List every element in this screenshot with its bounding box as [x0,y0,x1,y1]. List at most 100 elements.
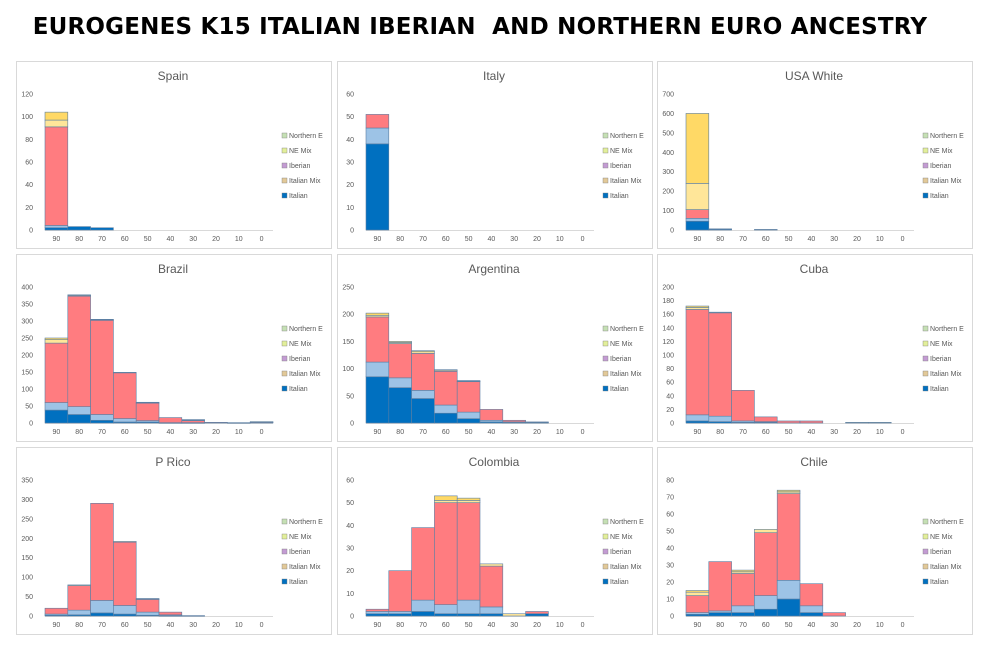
bar-segment-northern-e [181,419,205,421]
bar-segment-northern-e [135,401,160,404]
y-tick-label: 50 [25,404,33,411]
bar-segment-iberian [479,565,504,608]
legend-label: Italian [289,386,308,393]
bar-segment-italian-mix [388,377,412,388]
x-tick-label: 70 [419,236,427,243]
y-tick-label: 0 [29,228,33,235]
y-tick-label: 80 [666,478,674,485]
x-tick-label: 60 [762,622,770,629]
legend-label: Italian [930,579,949,586]
legend-label: NE Mix [930,534,953,541]
bar-segment-northern-e [135,598,160,600]
y-tick-label: 0 [29,614,33,621]
chart-title: Argentina [468,262,520,276]
x-tick-label: 30 [830,429,838,436]
x-tick-label: 40 [488,429,496,436]
x-tick-label: 40 [808,622,816,629]
bar-segment-italian-mix [434,404,458,414]
x-tick-label: 90 [694,429,702,436]
bar-segment-italian [67,226,91,231]
legend-label: Italian [610,193,629,200]
chart-title: Cuba [800,262,829,276]
y-tick-label: 20 [346,568,354,575]
bar-segment-ne-mix [685,591,710,596]
y-tick-label: 60 [25,160,33,167]
x-tick-label: 60 [442,622,450,629]
bar-segment-iberian [44,126,69,226]
legend-swatch [281,563,288,570]
bar-segment-iberian [135,402,160,421]
y-tick-label: 10 [666,597,674,604]
x-tick-label: 70 [98,622,106,629]
legend-label: Iberian [289,549,311,556]
bar-segment-iberian [799,583,824,607]
bar-segment-iberian [434,502,458,605]
x-tick-label: 60 [442,429,450,436]
legend-swatch [922,147,929,154]
y-tick-label: 100 [342,366,354,373]
bar-segment-italian-mix [411,599,435,612]
legend-swatch [922,385,929,392]
legend-swatch [922,563,929,570]
chart-title: Chile [800,455,828,469]
bar-segment-iberian [227,422,251,424]
x-tick-label: 10 [876,236,884,243]
bar-segment-italian [388,387,412,424]
y-tick-label: 70 [666,495,674,502]
y-tick-label: 20 [346,182,354,189]
legend-swatch [922,325,929,332]
bar-segment-iberian [456,381,481,413]
bar-segment-italian-mix [90,414,114,421]
bar-segment-ne-mix [479,563,504,567]
y-tick-label: 50 [346,114,354,121]
bar-segment-ne-mix [249,421,274,423]
bar-segment-iberian [822,612,846,617]
legend-label: Italian Mix [289,371,321,378]
legend-label: NE Mix [610,341,633,348]
bar-segment-ne-mix [502,613,526,617]
legend-label: Italian [610,579,629,586]
bar-segment-northern-e [44,337,69,340]
bar-segment-italian [365,613,390,617]
bar-segment-italian [44,227,69,231]
bar-segment-italian [388,613,412,617]
x-tick-label: 60 [762,429,770,436]
x-tick-label: 70 [98,236,106,243]
x-tick-label: 20 [853,236,861,243]
y-tick-label: 100 [21,114,33,121]
x-tick-label: 10 [876,429,884,436]
bar-segment-italian [456,613,481,617]
y-tick-label: 150 [21,370,33,377]
x-tick-label: 50 [785,429,793,436]
y-tick-label: 250 [21,516,33,523]
x-tick-label: 50 [144,236,152,243]
x-tick-label: 70 [739,622,747,629]
legend-swatch [602,533,609,540]
y-tick-label: 200 [21,536,33,543]
bar-segment-ne-mix [113,541,137,543]
bar-segment-ne-mix [44,119,69,128]
x-tick-label: 50 [144,622,152,629]
y-tick-label: 100 [21,387,33,394]
x-tick-label: 20 [533,429,541,436]
legend-label: Italian Mix [289,178,321,185]
legend-swatch [602,192,609,199]
y-tick-label: 0 [29,421,33,428]
bar-segment-ne-mix [754,229,778,231]
chart-panel-argentina: Argentina 0 50 100 150 200 250 90 80 70 60 50 40 30 20… [337,254,653,442]
bar-segment-italian-mix [113,605,137,615]
y-tick-label: 60 [346,478,354,485]
legend-swatch [281,177,288,184]
y-tick-label: 20 [666,407,674,414]
y-tick-label: 140 [662,325,674,332]
legend-swatch [281,325,288,332]
legend-label: Iberian [930,356,952,363]
bar-segment-iberian [365,114,390,129]
bar-segment-italian-mix [411,390,435,399]
legend-swatch [281,192,288,199]
bar-segment-northern-e [434,369,458,371]
bar-segment-northern-e [685,590,710,593]
bar-segment-northern-e [685,305,710,308]
